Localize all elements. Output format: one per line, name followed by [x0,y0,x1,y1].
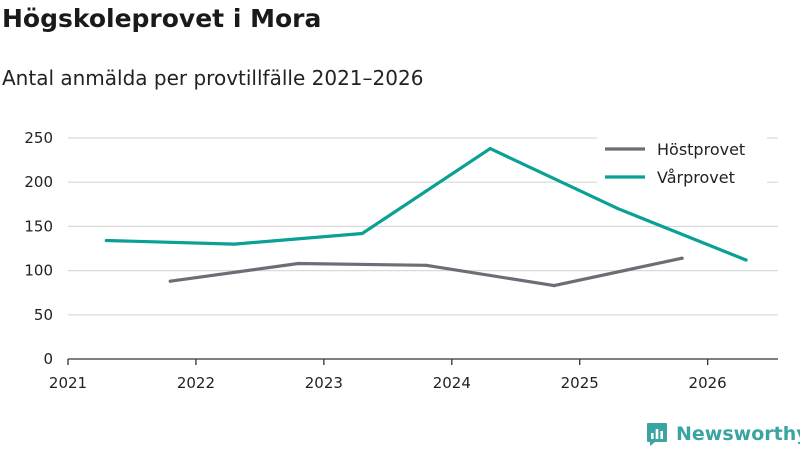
data-point-varprovet-2 [360,231,364,236]
data-point-varprovet-3 [488,147,492,151]
y-tick-label-150: 150 [24,217,53,235]
y-tick-label-200: 200 [24,173,53,191]
brand-name: Newsworthy [676,423,800,445]
data-point-varprovet-0 [104,238,108,243]
x-tick-label-2026: 2026 [689,374,727,392]
data-point-varprovet-5 [744,258,748,262]
newsworthy-logo-icon [647,423,667,446]
x-tick-label-2024: 2024 [433,374,471,392]
y-tick-label-0: 0 [43,350,53,368]
series-line-hostprovet [168,256,684,288]
series-line-varprovet [104,147,748,262]
legend-label-hostprovet: Höstprovet [657,140,745,159]
data-point-hostprovet-3 [552,284,556,288]
data-point-varprovet-1 [232,242,236,246]
data-point-hostprovet-4 [680,256,684,260]
y-tick-label-100: 100 [24,262,53,280]
brand-logo[interactable]: Newsworthy [646,420,800,448]
x-tick-label-2025: 2025 [561,374,599,392]
data-point-hostprovet-2 [424,263,428,267]
legend-label-varprovet: Vårprovet [657,168,735,187]
chart-subtitle: Antal anmälda per provtillfälle 2021–202… [2,66,424,90]
data-point-hostprovet-0 [168,279,172,283]
data-point-varprovet-4 [616,207,620,211]
x-tick-label-2022: 2022 [177,374,215,392]
y-tick-label-50: 50 [34,306,53,324]
legend-box [597,133,767,193]
y-tick-label-250: 250 [24,129,53,147]
data-point-hostprovet-1 [296,261,300,266]
x-tick-label-2021: 2021 [49,374,87,392]
x-tick-label-2023: 2023 [305,374,343,392]
chart-title: Högskoleprovet i Mora [2,4,322,33]
